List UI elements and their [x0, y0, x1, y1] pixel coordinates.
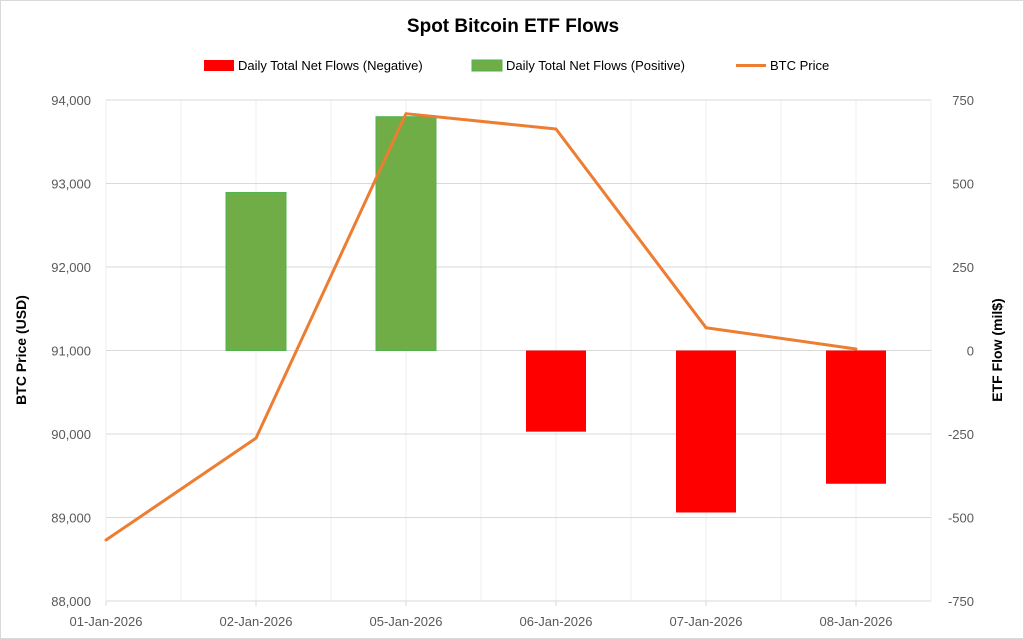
chart-title: Spot Bitcoin ETF Flows	[407, 16, 619, 37]
y2-tick-label: 0	[967, 344, 974, 359]
bar-positive-flow	[375, 116, 437, 351]
y-tick-label: 89,000	[51, 511, 91, 526]
y-tick-label: 91,000	[51, 344, 91, 359]
y-tick-label: 88,000	[51, 594, 91, 609]
bar-positive-flow	[225, 192, 287, 351]
x-tick-label: 07-Jan-2026	[670, 614, 743, 629]
y2-tick-label: 250	[952, 260, 974, 275]
x-tick-label: 06-Jan-2026	[520, 614, 593, 629]
y2-tick-label: 500	[952, 177, 974, 192]
btc-price-point	[704, 326, 708, 330]
legend-label-positive: Daily Total Net Flows (Positive)	[506, 58, 685, 73]
btc-price-line	[105, 112, 857, 542]
bar-negative-flow	[526, 350, 586, 432]
btc-price-point	[104, 538, 108, 542]
y-tick-label: 92,000	[51, 260, 91, 275]
legend-label-btc-price: BTC Price	[770, 58, 829, 73]
y2-tick-label: -250	[948, 427, 974, 442]
btc-price-point	[554, 127, 558, 131]
x-tick-label: 08-Jan-2026	[820, 614, 893, 629]
x-tick-label: 05-Jan-2026	[370, 614, 443, 629]
y2-axis-label: ETF Flow (mil$)	[989, 298, 1005, 401]
y-tick-label: 90,000	[51, 427, 91, 442]
bar-negative-flow	[676, 350, 736, 513]
x-tick-label: 01-Jan-2026	[70, 614, 143, 629]
legend: Daily Total Net Flows (Negative) Daily T…	[204, 58, 829, 73]
btc-price-point	[254, 436, 258, 440]
btc-price-point	[854, 347, 858, 351]
y-tick-label: 93,000	[51, 177, 91, 192]
btc-price-point	[404, 112, 408, 116]
y2-tick-label: 750	[952, 93, 974, 108]
y-axis-label: BTC Price (USD)	[13, 295, 29, 405]
legend-swatch-positive	[471, 59, 503, 72]
y-tick-label: 94,000	[51, 93, 91, 108]
y2-tick-label: -750	[948, 594, 974, 609]
x-tick-label: 02-Jan-2026	[220, 614, 293, 629]
legend-label-negative: Daily Total Net Flows (Negative)	[238, 58, 423, 73]
legend-swatch-negative	[204, 60, 234, 71]
bar-negative-flow	[826, 350, 886, 484]
y2-tick-label: -500	[948, 511, 974, 526]
